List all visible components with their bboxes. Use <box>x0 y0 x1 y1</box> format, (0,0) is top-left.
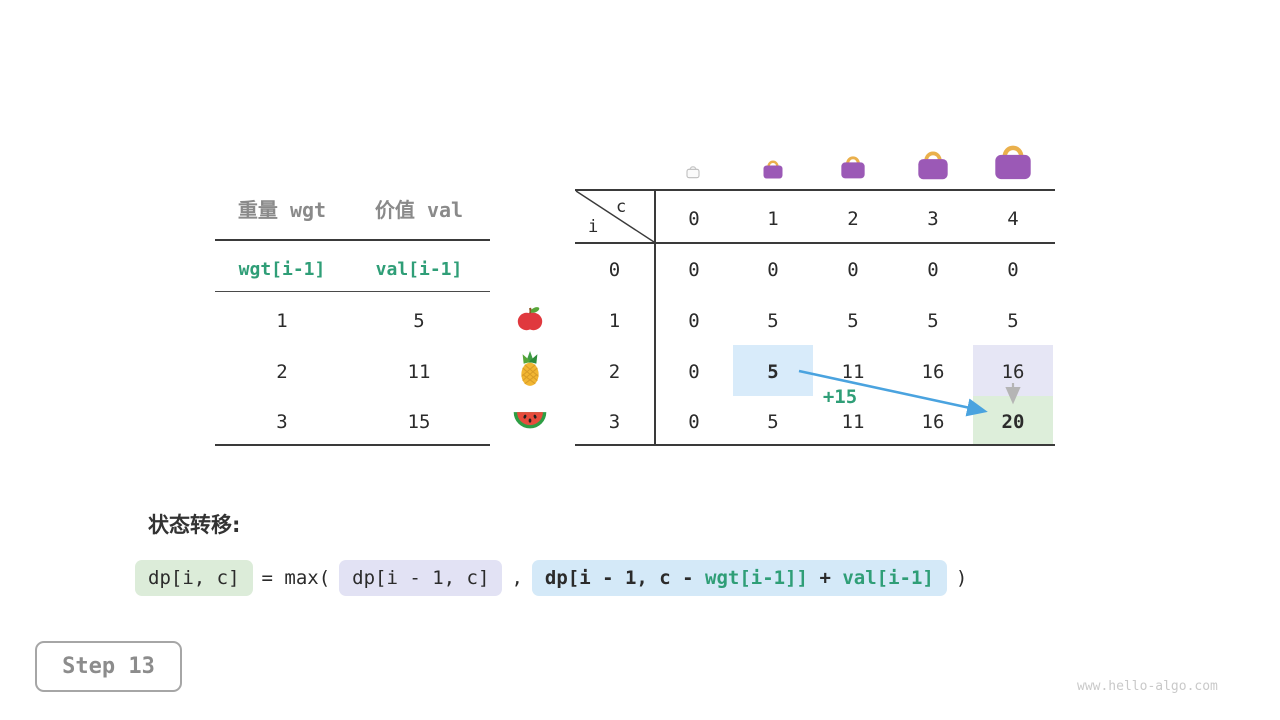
step-indicator: Step 13 <box>35 641 182 692</box>
dp-table-bottom-rule <box>575 444 1055 446</box>
dp-table-vertical-rule <box>654 189 656 446</box>
item-val-1: 5 <box>413 310 425 332</box>
dp-cell-0-3: 0 <box>927 259 939 281</box>
step-label: Step 13 <box>62 654 155 679</box>
bag-icon-capacity-2 <box>838 152 868 183</box>
watermelon-icon <box>512 404 548 440</box>
dp-col-header-4: 4 <box>1007 208 1019 230</box>
dp-cell-3-4: 20 <box>1001 411 1025 433</box>
item-wgt-3: 3 <box>276 411 288 433</box>
dp-col-header-3: 3 <box>927 208 939 230</box>
formula-option2-wgt-part: wgt[i-1]] <box>705 567 808 589</box>
item-table-top-rule <box>215 239 490 241</box>
item-table-mid-rule <box>215 291 490 292</box>
formula-option2-plus: + <box>808 567 843 589</box>
dp-cell-3-2: 11 <box>841 411 865 433</box>
dp-cell-0-2: 0 <box>847 259 859 281</box>
dp-col-header-0: 0 <box>688 208 700 230</box>
dp-cell-2-4: 16 <box>1001 361 1025 383</box>
formula-close-paren: ) <box>955 567 968 589</box>
formula-option2-val-part: val[i-1] <box>842 567 934 589</box>
dp-table-top-rule <box>575 189 1055 191</box>
bag-icon-capacity-0 <box>685 163 701 183</box>
dp-cell-1-3: 5 <box>927 310 939 332</box>
item-table-bottom-rule <box>215 444 490 446</box>
formula-option1-chip: dp[i - 1, c] <box>339 560 503 596</box>
state-transition-label: 状态转移: <box>148 513 241 537</box>
bag-icon-capacity-4 <box>990 139 1036 184</box>
item-table-header-wgt: 重量 wgt <box>237 198 327 222</box>
dp-cell-3-1: 5 <box>767 411 779 433</box>
dp-cell-1-0: 0 <box>688 310 700 332</box>
corner-row-var: i <box>588 217 599 237</box>
dp-row-header-1: 1 <box>608 310 621 332</box>
dp-row-header-3: 3 <box>608 411 621 433</box>
pineapple-icon <box>513 350 547 392</box>
item-table-wgt-formula: wgt[i-1] <box>238 259 326 280</box>
dp-cell-0-4: 0 <box>1007 259 1019 281</box>
dp-cell-2-3: 16 <box>921 361 945 383</box>
transfer-arrow <box>798 369 988 417</box>
dp-cell-3-0: 0 <box>688 411 700 433</box>
dp-cell-0-1: 0 <box>767 259 779 281</box>
dp-row-header-0: 0 <box>608 259 621 281</box>
formula-option2-chip: dp[i - 1, c - wgt[i-1]] + val[i-1] <box>531 560 947 596</box>
dp-cell-1-1: 5 <box>767 310 779 332</box>
watermark: www.hello-algo.com <box>1077 679 1218 694</box>
formula-comma: , <box>511 567 523 589</box>
dp-cell-2-0: 0 <box>688 361 700 383</box>
dp-cell-2-2: 11 <box>841 361 865 383</box>
dp-cell-1-2: 5 <box>847 310 859 332</box>
dp-cell-1-4: 5 <box>1007 310 1019 332</box>
item-table-header-val: 价值 val <box>374 198 464 222</box>
dp-col-header-2: 2 <box>847 208 859 230</box>
state-transition-formula: dp[i, c] = max( dp[i - 1, c] , dp[i - 1,… <box>135 560 967 596</box>
bag-icon-capacity-3 <box>914 146 952 184</box>
plus-value-annotation: +15 <box>822 386 858 408</box>
formula-equals-max: = max( <box>261 567 331 589</box>
transition-arrows-overlay <box>690 340 1070 454</box>
item-val-2: 11 <box>407 361 431 383</box>
formula-option2-dp-part: dp[i - 1, c - <box>544 567 706 589</box>
item-table-val-formula: val[i-1] <box>375 259 463 280</box>
apple-icon <box>514 302 546 338</box>
item-wgt-1: 1 <box>276 310 288 332</box>
item-wgt-2: 2 <box>276 361 288 383</box>
corner-col-var: c <box>616 197 627 217</box>
dp-table-header-rule <box>575 242 1055 244</box>
bag-icon-capacity-1 <box>761 157 785 183</box>
dp-cell-0-0: 0 <box>688 259 700 281</box>
dp-cell-2-1: 5 <box>767 361 779 383</box>
corner-diagonal-line <box>575 190 655 247</box>
dp-col-header-1: 1 <box>767 208 779 230</box>
dp-cell-3-3: 16 <box>921 411 945 433</box>
dp-row-header-2: 2 <box>608 361 621 383</box>
item-val-3: 15 <box>407 411 431 433</box>
formula-lhs-chip: dp[i, c] <box>135 560 253 596</box>
